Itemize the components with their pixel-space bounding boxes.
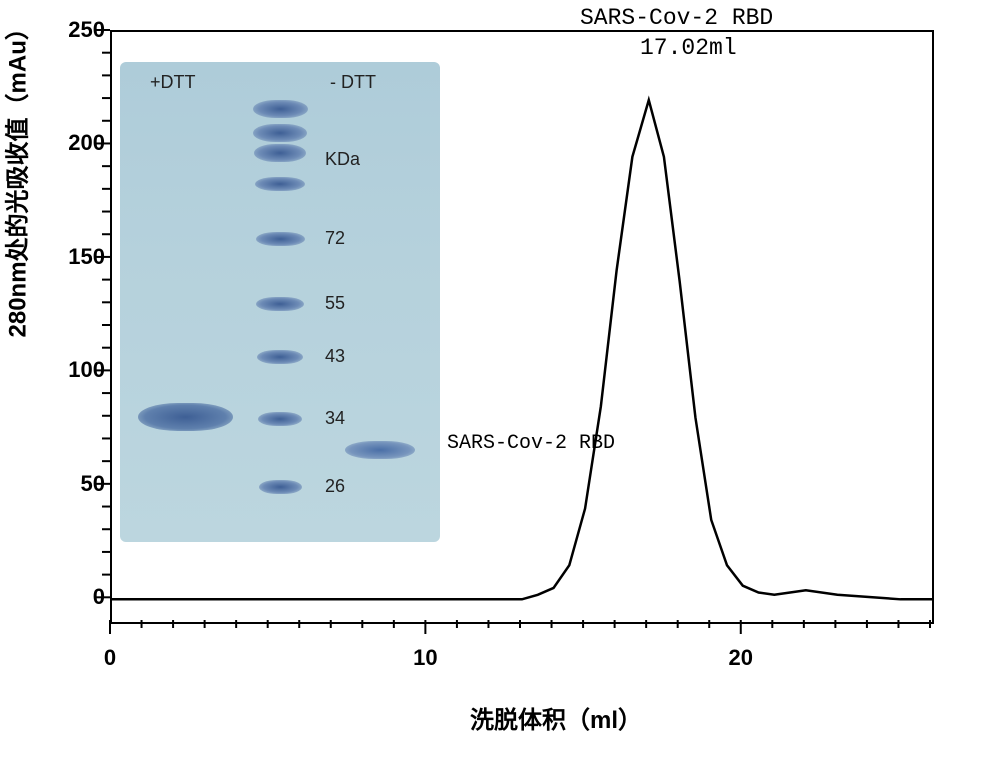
gel-rbd-label: SARS-Cov-2 RBD — [447, 432, 615, 455]
peak-annotation-value: 17.02ml — [640, 35, 737, 61]
gel-lane-label-minus-dtt: - DTT — [330, 72, 376, 93]
y-tick-label: 50 — [81, 471, 105, 497]
x-tick-label: 0 — [104, 645, 116, 671]
y-tick-label: 200 — [68, 130, 105, 156]
gel-mw-label: 26 — [325, 476, 345, 497]
gel-plus-dtt-band — [138, 403, 233, 431]
gel-ladder-band — [257, 350, 303, 364]
gel-ladder-band — [259, 480, 302, 494]
gel-lane-label-plus-dtt: +DTT — [150, 72, 196, 93]
x-tick-label: 10 — [413, 645, 437, 671]
y-tick-label: 0 — [93, 584, 105, 610]
gel-ladder-band — [255, 177, 306, 191]
gel-kda-unit: KDa — [325, 149, 360, 170]
gel-ladder-band — [256, 232, 305, 246]
gel-mw-label: 34 — [325, 408, 345, 429]
gel-mw-label: 72 — [325, 228, 345, 249]
y-tick-label: 150 — [68, 244, 105, 270]
y-tick-label: 250 — [68, 17, 105, 43]
gel-minus-dtt-band — [345, 441, 415, 459]
gel-mw-label: 43 — [325, 346, 345, 367]
y-axis-label: 280nm处的光吸收值（mAu） — [0, 16, 33, 337]
gel-ladder-band — [256, 297, 304, 311]
gel-ladder-band — [258, 412, 303, 426]
plot-area: +DTT - DTT KDa 72 55 43 34 26 SARS-Cov-2 RBD — [110, 30, 934, 624]
x-tick-label: 20 — [729, 645, 753, 671]
chromatogram-figure: +DTT - DTT KDa 72 55 43 34 26 SARS-Cov-2 RBD… — [0, 0, 1000, 760]
y-tick-label: 100 — [68, 357, 105, 383]
gel-ladder-band — [253, 100, 308, 118]
gel-ladder-band — [254, 144, 306, 162]
x-axis-label: 洗脱体积（ml） — [470, 700, 642, 735]
gel-inset: +DTT - DTT KDa 72 55 43 34 26 — [120, 62, 440, 542]
gel-ladder-band — [253, 124, 307, 142]
gel-mw-label: 55 — [325, 293, 345, 314]
peak-annotation-title: SARS-Cov-2 RBD — [580, 5, 773, 31]
